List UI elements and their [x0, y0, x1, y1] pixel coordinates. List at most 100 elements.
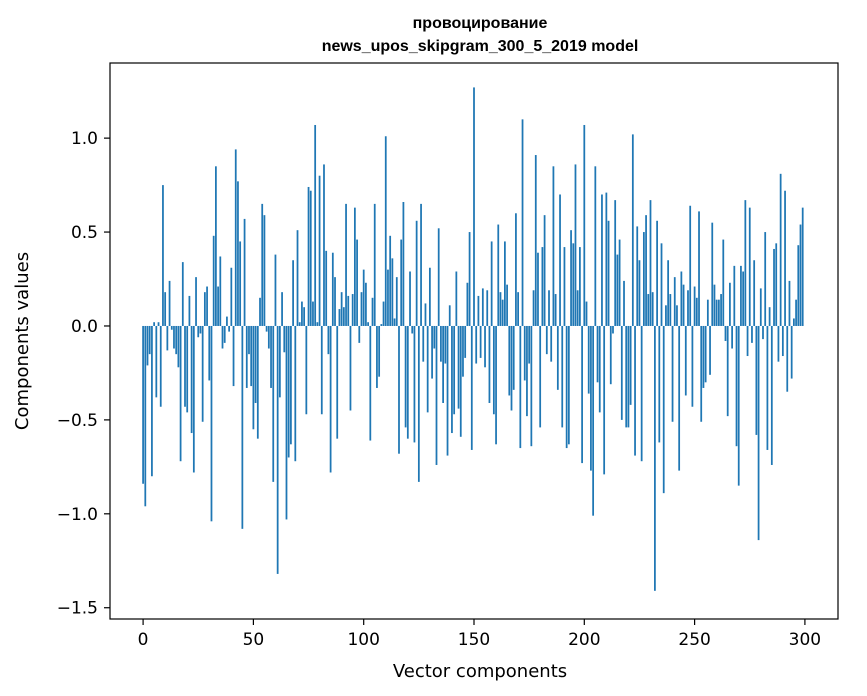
- bar-62: [278, 325, 281, 398]
- bar-139: [448, 305, 451, 326]
- bar-78: [314, 124, 317, 326]
- x-tick-label: 0: [138, 630, 149, 650]
- bar-40: [230, 267, 233, 326]
- bar-150: [473, 87, 475, 326]
- bar-123: [413, 325, 416, 443]
- bar-211: [607, 220, 610, 326]
- bar-161: [497, 224, 500, 326]
- bar-266: [729, 282, 731, 326]
- bar-152: [477, 295, 480, 326]
- bar-132: [433, 325, 436, 349]
- bar-274: [746, 325, 749, 357]
- bar-126: [420, 203, 422, 326]
- bar-204: [592, 325, 595, 516]
- bar-251: [695, 297, 698, 326]
- bar-87: [334, 277, 336, 326]
- bar-249: [691, 325, 694, 407]
- bar-140: [451, 325, 453, 434]
- bar-116: [398, 325, 400, 454]
- bar-290: [781, 325, 784, 357]
- bar-280: [759, 288, 762, 326]
- bar-279: [757, 325, 760, 541]
- bar-176: [530, 325, 533, 447]
- bar-225: [638, 260, 641, 326]
- bar-202: [587, 325, 590, 394]
- bar-267: [731, 325, 733, 349]
- bar-17: [179, 325, 182, 462]
- bar-264: [724, 325, 727, 341]
- bar-156: [486, 290, 489, 326]
- bar-108: [380, 324, 383, 326]
- bar-293: [788, 280, 791, 326]
- x-axis-label: Vector components: [393, 661, 567, 682]
- bar-4: [151, 325, 153, 477]
- bar-217: [620, 325, 623, 420]
- bar-263: [722, 239, 725, 326]
- bar-299: [801, 207, 804, 326]
- bar-88: [336, 325, 339, 439]
- bar-110: [384, 136, 387, 326]
- bar-134: [437, 228, 440, 326]
- bar-61: [276, 325, 279, 574]
- bar-232: [654, 325, 656, 591]
- bar-26: [199, 325, 202, 334]
- bar-22: [190, 325, 193, 434]
- bar-138: [446, 325, 449, 456]
- bar-114: [393, 318, 396, 326]
- bar-188: [556, 325, 559, 390]
- bar-171: [519, 325, 522, 449]
- bar-75: [307, 186, 310, 326]
- x-tick-label: 100: [347, 630, 379, 650]
- bar-67: [290, 325, 292, 445]
- bar-270: [737, 325, 740, 486]
- bar-234: [658, 325, 661, 443]
- bar-275: [748, 207, 751, 326]
- bar-167: [510, 325, 513, 411]
- bar-14: [173, 325, 175, 349]
- bar-173: [523, 325, 526, 381]
- bar-99: [360, 292, 363, 326]
- bar-214: [614, 200, 617, 326]
- bar-278: [755, 325, 758, 435]
- bar-292: [786, 325, 789, 392]
- bar-196: [574, 164, 577, 326]
- bar-195: [572, 243, 575, 326]
- y-tick-label: 0.0: [71, 317, 98, 337]
- bar-135: [440, 325, 442, 362]
- bar-5: [153, 322, 156, 326]
- bar-32: [212, 235, 215, 326]
- bar-53: [259, 297, 261, 326]
- chart-title-line-1: провоцирование: [413, 15, 548, 32]
- bar-282: [764, 232, 767, 326]
- bar-77: [312, 301, 314, 326]
- bar-160: [495, 325, 497, 445]
- bar-298: [799, 224, 802, 326]
- y-axis-ticks: −1.5 −1.0 −0.5 0.0 0.5 1.0: [57, 129, 110, 619]
- bar-154: [481, 288, 484, 326]
- bar-147: [466, 282, 469, 326]
- y-axis-label: Components values: [12, 252, 33, 430]
- bar-128: [424, 303, 427, 326]
- bar-296: [795, 299, 797, 326]
- bar-222: [631, 134, 634, 326]
- bar-151: [475, 325, 478, 364]
- bar-252: [698, 211, 700, 326]
- bar-240: [671, 325, 674, 422]
- bar-21: [188, 295, 191, 326]
- x-tick-label: 50: [243, 630, 265, 650]
- bar-63: [281, 292, 283, 326]
- bar-142: [455, 271, 458, 326]
- bar-85: [329, 325, 332, 473]
- bar-220: [627, 325, 630, 428]
- bar-52: [256, 325, 259, 439]
- bar-12: [168, 280, 171, 326]
- bar-112: [389, 235, 392, 326]
- y-tick-label: 1.0: [71, 129, 98, 149]
- bar-250: [693, 286, 696, 326]
- bar-187: [554, 294, 557, 326]
- bar-181: [541, 247, 544, 326]
- bar-33: [215, 166, 217, 326]
- bar-121: [409, 271, 411, 326]
- bar-189: [559, 194, 561, 326]
